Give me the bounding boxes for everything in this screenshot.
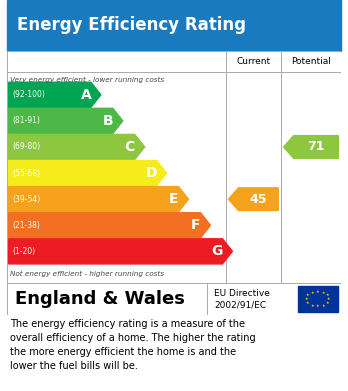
Text: C: C [125, 140, 135, 154]
Text: A: A [80, 88, 91, 102]
Polygon shape [284, 136, 338, 158]
Polygon shape [9, 187, 189, 212]
Text: ★: ★ [310, 303, 314, 307]
Text: Current: Current [236, 57, 270, 66]
Text: (21-38): (21-38) [13, 221, 40, 230]
Text: ★: ★ [322, 303, 325, 307]
Text: ★: ★ [322, 291, 325, 295]
Bar [298, 286, 338, 312]
Text: ★: ★ [306, 301, 310, 305]
Text: Energy Efficiency Rating: Energy Efficiency Rating [17, 16, 246, 34]
Text: ★: ★ [306, 293, 310, 298]
Polygon shape [9, 160, 167, 186]
Text: 2002/91/EC: 2002/91/EC [214, 300, 266, 309]
Text: ★: ★ [326, 293, 329, 298]
Polygon shape [9, 239, 232, 264]
Text: G: G [212, 244, 223, 258]
Text: Not energy efficient - higher running costs: Not energy efficient - higher running co… [10, 271, 164, 277]
Text: ★: ★ [316, 290, 319, 294]
Text: (39-54): (39-54) [13, 195, 41, 204]
Polygon shape [9, 135, 145, 160]
Text: ★: ★ [326, 301, 329, 305]
Text: ★: ★ [310, 291, 314, 295]
Text: ★: ★ [316, 305, 319, 308]
Text: (1-20): (1-20) [13, 247, 36, 256]
Text: D: D [146, 166, 157, 180]
Polygon shape [9, 82, 101, 108]
Text: 45: 45 [250, 193, 267, 206]
Text: (81-91): (81-91) [13, 117, 40, 126]
Text: (55-68): (55-68) [13, 169, 41, 178]
Text: F: F [191, 218, 200, 232]
Polygon shape [9, 213, 211, 238]
Text: Potential: Potential [291, 57, 331, 66]
Text: (92-100): (92-100) [13, 90, 46, 99]
Text: ★: ★ [305, 297, 308, 301]
Text: The energy efficiency rating is a measure of the
overall efficiency of a home. T: The energy efficiency rating is a measur… [10, 319, 256, 371]
Text: EU Directive: EU Directive [214, 289, 270, 298]
Text: E: E [169, 192, 178, 206]
Text: B: B [102, 114, 113, 128]
Text: Very energy efficient - lower running costs: Very energy efficient - lower running co… [10, 77, 164, 83]
Text: 71: 71 [307, 140, 325, 154]
Polygon shape [228, 188, 278, 210]
Text: England & Wales: England & Wales [15, 290, 185, 308]
Text: (69-80): (69-80) [13, 142, 41, 151]
Polygon shape [9, 108, 123, 133]
Text: ★: ★ [327, 297, 331, 301]
